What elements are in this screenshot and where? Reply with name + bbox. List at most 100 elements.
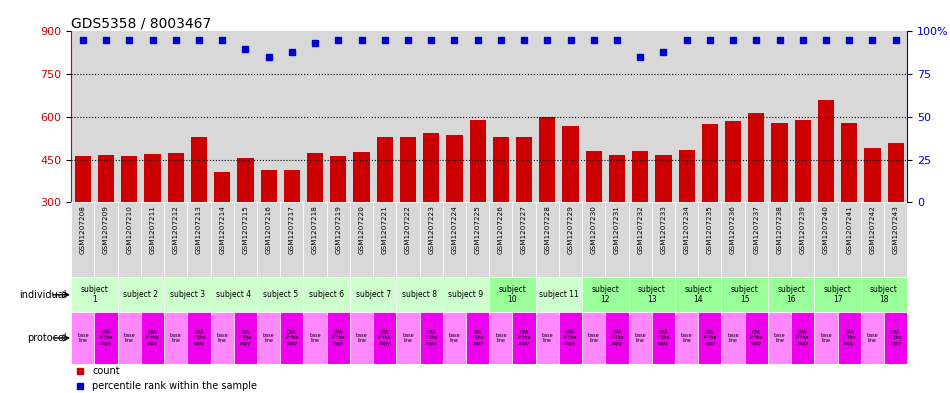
Bar — [884, 202, 907, 277]
Bar — [350, 202, 373, 277]
Text: CPA
P the
rapy: CPA P the rapy — [286, 330, 298, 346]
Text: base
line: base line — [773, 332, 786, 343]
Text: base
line: base line — [402, 332, 414, 343]
Bar — [75, 156, 91, 202]
Text: GSM1207213: GSM1207213 — [196, 205, 202, 253]
Bar — [861, 277, 907, 312]
Text: GSM1207227: GSM1207227 — [522, 205, 527, 253]
Bar — [698, 312, 721, 364]
Bar — [721, 202, 745, 277]
Bar — [632, 151, 648, 202]
Bar — [396, 277, 443, 312]
Text: base
line: base line — [77, 332, 88, 343]
Text: subject 5: subject 5 — [263, 290, 297, 299]
Bar — [512, 312, 536, 364]
Text: subject 6: subject 6 — [309, 290, 344, 299]
Bar — [721, 312, 745, 364]
Bar — [745, 312, 768, 364]
Text: base
line: base line — [728, 332, 739, 343]
Bar — [675, 202, 698, 277]
Bar — [536, 277, 582, 312]
Text: GSM1207226: GSM1207226 — [498, 205, 504, 253]
Bar — [698, 202, 721, 277]
Text: subject
16: subject 16 — [777, 285, 805, 305]
Bar — [469, 120, 485, 202]
Text: CPA
P the
rapy: CPA P the rapy — [750, 330, 763, 346]
Text: GSM1207210: GSM1207210 — [126, 205, 132, 253]
Bar — [493, 137, 509, 202]
Text: GSM1207218: GSM1207218 — [313, 205, 318, 253]
Bar — [443, 202, 466, 277]
Text: GDS5358 / 8003467: GDS5358 / 8003467 — [71, 16, 212, 30]
Text: individual: individual — [19, 290, 66, 300]
Bar — [234, 312, 257, 364]
Text: GSM1207239: GSM1207239 — [800, 205, 806, 253]
Text: subject
17: subject 17 — [824, 285, 851, 305]
Text: GSM1207222: GSM1207222 — [405, 205, 411, 253]
Text: CPA
P the
rapy: CPA P the rapy — [100, 330, 112, 346]
Bar — [327, 202, 350, 277]
Bar — [260, 170, 276, 202]
Bar — [768, 277, 814, 312]
Bar — [466, 202, 489, 277]
Text: subject
13: subject 13 — [637, 285, 666, 305]
Bar — [768, 312, 791, 364]
Text: base
line: base line — [310, 332, 321, 343]
Text: CPA
P the
rapy: CPA P the rapy — [889, 330, 902, 346]
Bar — [141, 312, 164, 364]
Text: GSM1207216: GSM1207216 — [266, 205, 272, 253]
Bar — [420, 202, 443, 277]
Bar — [814, 277, 861, 312]
Text: CPA
P the
rapy: CPA P the rapy — [796, 330, 809, 346]
Text: GSM1207214: GSM1207214 — [219, 205, 225, 253]
Bar — [118, 312, 141, 364]
Text: subject 7: subject 7 — [355, 290, 390, 299]
Bar — [257, 202, 280, 277]
Text: protocol: protocol — [27, 333, 66, 343]
Bar — [191, 137, 207, 202]
Bar — [280, 312, 303, 364]
Bar — [562, 126, 579, 202]
Bar — [423, 132, 439, 202]
Bar — [540, 117, 556, 202]
Text: subject
12: subject 12 — [592, 285, 619, 305]
Bar — [559, 202, 582, 277]
Bar — [257, 312, 280, 364]
Text: CPA
P the
rapy: CPA P the rapy — [239, 330, 252, 346]
Bar — [512, 202, 536, 277]
Bar — [629, 312, 652, 364]
Bar — [818, 100, 834, 202]
Text: base
line: base line — [681, 332, 693, 343]
Bar — [768, 202, 791, 277]
Bar — [303, 312, 327, 364]
Bar — [122, 156, 138, 202]
Bar — [144, 154, 161, 202]
Bar — [841, 123, 857, 202]
Text: base
line: base line — [495, 332, 506, 343]
Bar — [238, 158, 254, 202]
Text: base
line: base line — [866, 332, 878, 343]
Bar — [516, 137, 532, 202]
Bar — [118, 277, 164, 312]
Text: GSM1207212: GSM1207212 — [173, 205, 179, 253]
Text: subject 8: subject 8 — [402, 290, 437, 299]
Bar — [838, 312, 861, 364]
Text: GSM1207233: GSM1207233 — [660, 205, 666, 253]
Text: GSM1207240: GSM1207240 — [823, 205, 829, 253]
Text: GSM1207209: GSM1207209 — [104, 205, 109, 253]
Text: GSM1207232: GSM1207232 — [637, 205, 643, 253]
Bar — [794, 120, 811, 202]
Text: base
line: base line — [355, 332, 368, 343]
Bar — [814, 312, 838, 364]
Bar — [745, 202, 768, 277]
Text: CPA
P the
rapy: CPA P the rapy — [564, 330, 577, 346]
Bar — [582, 277, 629, 312]
Bar — [629, 277, 675, 312]
Bar — [234, 202, 257, 277]
Text: GSM1207208: GSM1207208 — [80, 205, 86, 253]
Text: base
line: base line — [542, 332, 553, 343]
Bar — [721, 277, 768, 312]
Text: GSM1207215: GSM1207215 — [242, 205, 248, 253]
Text: CPA
P the
rapy: CPA P the rapy — [471, 330, 484, 346]
Bar — [466, 312, 489, 364]
